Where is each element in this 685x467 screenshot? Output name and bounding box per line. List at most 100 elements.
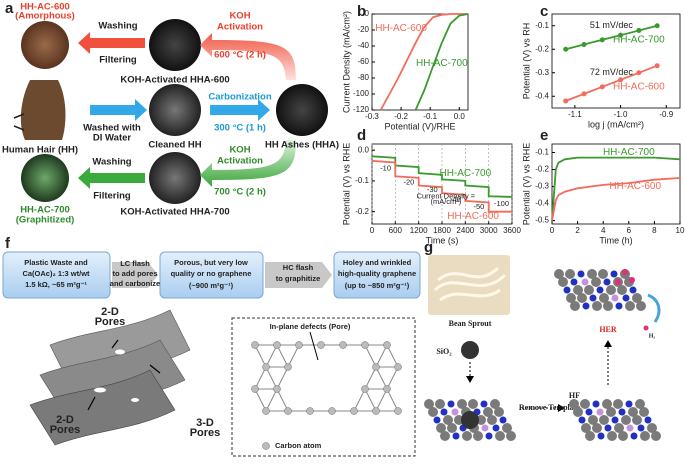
- y-tick-label: -60: [357, 57, 369, 66]
- label: Activation: [217, 22, 263, 33]
- atom: [428, 407, 438, 417]
- annotation: (mA/cm²): [430, 197, 461, 206]
- atom: [592, 423, 602, 433]
- y-tick-label: -120: [353, 105, 370, 114]
- atom: [622, 294, 630, 302]
- carbon-atom: [383, 385, 391, 393]
- label: Washing: [98, 21, 137, 32]
- y-tick-label: 0.0: [358, 145, 370, 154]
- atom: [599, 415, 609, 425]
- atom: [606, 285, 616, 295]
- atom: [630, 432, 638, 440]
- panel-label: f: [5, 235, 11, 252]
- bond: [276, 344, 289, 368]
- series-label: HH-AC-700: [439, 168, 491, 179]
- y-tick-label: -0.1: [355, 176, 369, 185]
- x-tick-label: -0.1: [423, 112, 437, 121]
- annotation: -40: [450, 194, 461, 203]
- series-label: HH-AC-700: [613, 34, 665, 45]
- sample-cleaned-hh: [149, 84, 201, 136]
- label: Plastic Waste and: [24, 258, 88, 267]
- atom: [473, 431, 483, 441]
- atom: [569, 399, 579, 409]
- annotation: 51 mV/dec: [590, 20, 634, 30]
- label: 700 °C (2 h): [214, 187, 266, 198]
- label: H₂: [649, 333, 656, 339]
- label: KOH: [229, 11, 250, 22]
- label: HF: [569, 391, 580, 400]
- atom: [570, 278, 578, 286]
- arrow: [200, 140, 296, 187]
- label: (up to ~850 m²g⁻¹): [345, 281, 410, 290]
- bond: [287, 344, 300, 368]
- atom: [607, 431, 617, 441]
- label: 1.5 kΩ, ~65 m²g⁻¹: [25, 280, 87, 289]
- label: Pores: [95, 316, 126, 328]
- box: [2, 251, 111, 299]
- atom: [599, 293, 609, 303]
- h-atom: [629, 277, 635, 283]
- atom: [585, 431, 595, 441]
- atom: [611, 416, 619, 424]
- annotation: -50: [474, 202, 485, 211]
- carbon-atom: [273, 385, 281, 393]
- label: 2-D: [101, 306, 119, 318]
- y-tick-label: -0.3: [535, 182, 549, 191]
- atom: [606, 407, 616, 417]
- x-tick-label: 0: [550, 226, 555, 235]
- panel-label: b: [357, 3, 366, 20]
- x-tick-label: -0.9: [659, 110, 673, 119]
- atom: [573, 285, 583, 295]
- atom: [613, 399, 623, 409]
- annotation: -30: [427, 185, 438, 194]
- bond: [386, 366, 399, 390]
- atom: [480, 400, 488, 408]
- series-line: [371, 160, 512, 213]
- atom: [639, 407, 649, 417]
- marker: [654, 63, 660, 69]
- x-tick-label: 2: [575, 226, 580, 235]
- y-axis-label: Potential (V) vs RH: [521, 23, 531, 100]
- x-tick-label: -0.3: [365, 112, 379, 121]
- pointer: [87, 339, 161, 411]
- label: high-quality graphene: [338, 269, 416, 278]
- atom: [651, 431, 661, 441]
- atom: [485, 432, 493, 440]
- bond: [364, 366, 377, 390]
- atom: [602, 399, 612, 409]
- label: (Amorphous): [15, 11, 75, 22]
- label: Cleaned HH: [148, 140, 201, 151]
- series-line: [551, 177, 681, 221]
- x-tick-label: 0.0: [454, 112, 466, 121]
- atom: [468, 399, 478, 409]
- atom: [578, 416, 586, 424]
- sprouts: [433, 266, 507, 302]
- x-tick-label: 600: [389, 226, 403, 235]
- atom: [610, 270, 618, 278]
- atom: [640, 431, 650, 441]
- atom: [573, 407, 583, 417]
- carbon-atom: [306, 407, 314, 415]
- atom: [558, 277, 568, 287]
- atom: [615, 302, 623, 310]
- arrow: [647, 293, 661, 323]
- carbon-atom: [328, 407, 336, 415]
- arrow: [90, 99, 147, 121]
- x-tick-label: -0.2: [394, 112, 408, 121]
- atom: [502, 423, 512, 433]
- atom: [435, 399, 445, 409]
- y-axis-label: Potential (V) vs RHE: [521, 143, 531, 226]
- carbon-atom: [262, 363, 270, 371]
- x-axis-label: Time (s): [426, 235, 459, 245]
- atom: [614, 423, 624, 433]
- pointer: [309, 331, 319, 361]
- label: LC flash: [120, 259, 150, 268]
- atom: [582, 302, 590, 310]
- marker: [563, 98, 569, 104]
- atom: [483, 407, 493, 417]
- atom: [636, 301, 646, 311]
- x-axis-label: Time (h): [599, 235, 632, 245]
- x-axis-label: log j (mA/cm²): [588, 119, 644, 129]
- y-axis-label: Current Density (mA/cm²): [341, 11, 351, 113]
